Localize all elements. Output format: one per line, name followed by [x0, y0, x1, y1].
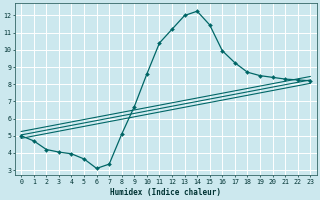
- X-axis label: Humidex (Indice chaleur): Humidex (Indice chaleur): [110, 188, 221, 197]
